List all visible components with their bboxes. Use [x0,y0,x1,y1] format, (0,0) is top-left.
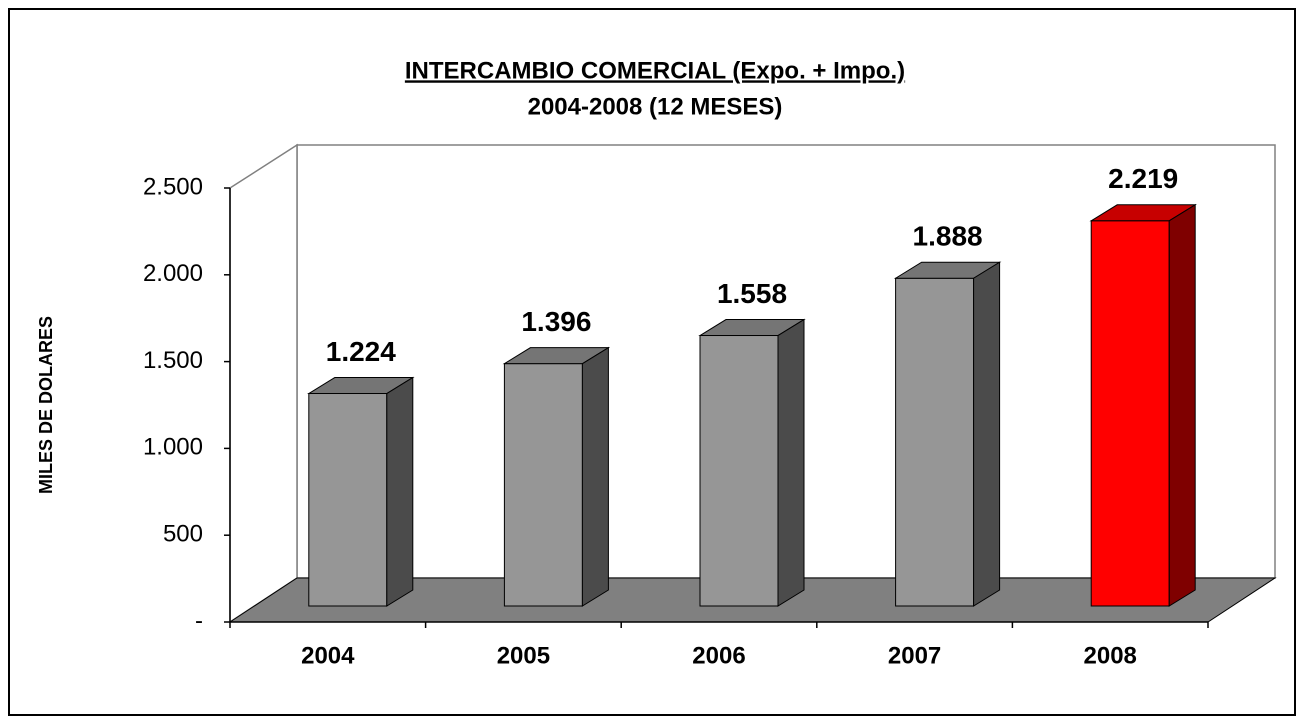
value-label: 1.558 [717,278,787,309]
y-tick-label: - [195,607,203,634]
value-label: 1.888 [913,221,983,252]
bar [503,363,583,607]
bar-side-shade [386,377,413,606]
bar-top-shade [308,377,413,394]
bar-side-shade [1169,204,1196,606]
bar-top-shade [1091,204,1196,221]
bar-top-shade [700,319,804,336]
bar [699,335,779,607]
y-axis-label: MILES DE DOLARES [36,316,56,494]
x-tick-label: 2004 [301,642,355,669]
x-tick-label: 2008 [1084,642,1137,669]
bar [1090,220,1170,607]
value-label: 1.224 [326,336,396,367]
side-wall [229,143,298,624]
chart-subtitle: 2004-2008 (12 MESES) [528,93,783,120]
bar-top-shade [504,347,609,364]
x-tick-label: 2006 [692,642,745,669]
y-tick-label: 2.000 [143,260,203,287]
value-label: 1.396 [521,306,591,337]
y-tick-label: 500 [163,521,203,548]
bar [308,393,388,607]
y-tick-label: 1.000 [143,434,203,461]
y-tick-label: 2.500 [143,173,203,200]
value-label: 2.219 [1108,163,1178,194]
bar-side-shade [973,262,1000,606]
bar-top-shade [895,262,1000,279]
y-tick-label: 1.500 [143,347,203,374]
x-tick-label: 2005 [497,642,550,669]
bar-side-shade [778,319,804,606]
chart-title: INTERCAMBIO COMERCIAL (Expo. + Impo.) [405,57,905,84]
bar [895,277,975,607]
x-tick-label: 2007 [888,642,941,669]
bar-side-shade [582,347,609,606]
